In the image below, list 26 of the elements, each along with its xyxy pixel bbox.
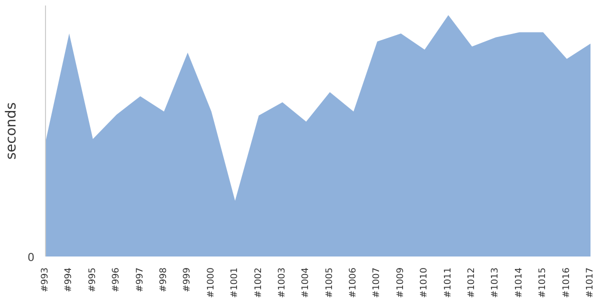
- x-tick-label: #997: [135, 267, 146, 292]
- x-tick-label: #996: [112, 267, 122, 292]
- x-tick-label: #1009: [396, 267, 406, 298]
- x-tick-label: #1012: [467, 267, 478, 298]
- x-tick-label: #1006: [348, 267, 359, 298]
- x-tick-label: #1004: [301, 267, 312, 298]
- x-tick-label: #1014: [514, 267, 524, 298]
- x-tick-label: #1011: [443, 267, 454, 298]
- x-tick-label: #999: [182, 267, 193, 292]
- x-tick-label: #1013: [490, 267, 501, 298]
- x-tick-label: #993: [40, 267, 50, 292]
- x-tick-label: #1005: [324, 267, 335, 298]
- annotation: 0: [28, 251, 34, 264]
- x-tick-label: #1000: [206, 267, 216, 298]
- x-tick-label: #1002: [254, 267, 264, 298]
- x-tick-label: #1003: [277, 267, 288, 298]
- x-tick-label: #1015: [538, 267, 548, 298]
- y-axis-title: seconds: [4, 102, 20, 160]
- x-tick-label: #1007: [372, 267, 382, 298]
- x-tick-label: #1016: [562, 267, 572, 298]
- x-tick-label: #995: [88, 267, 98, 292]
- x-tick-label: #1001: [230, 267, 240, 298]
- x-tick-label: #998: [158, 267, 169, 292]
- x-tick-label: #994: [64, 267, 74, 292]
- x-tick-label: #1010: [420, 267, 430, 298]
- x-tick-label: #1017: [586, 267, 596, 298]
